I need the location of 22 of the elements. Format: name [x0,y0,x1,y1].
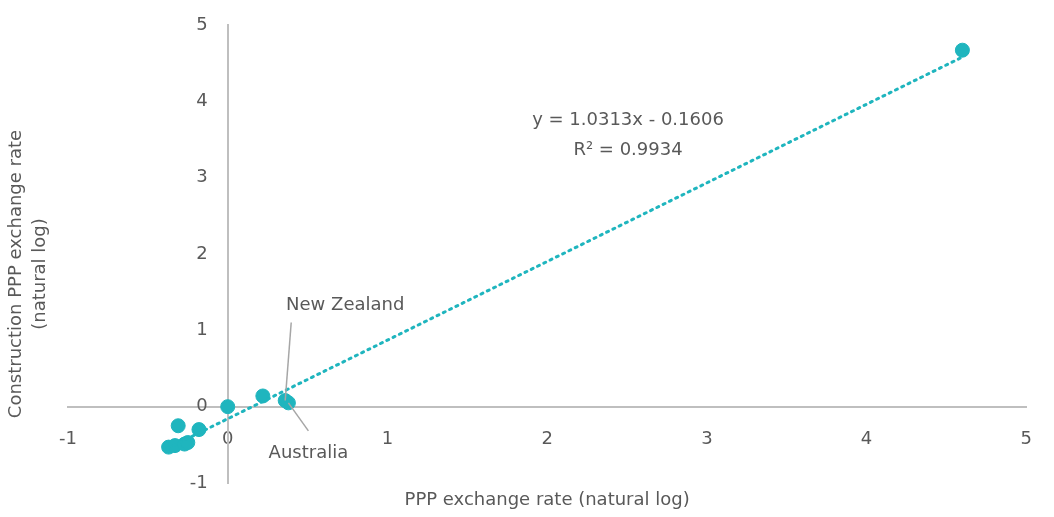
point [170,418,186,434]
y-tick-label: 2 [196,241,208,263]
y-tick-label: 3 [196,165,208,187]
x-axis-title: PPP exchange rate (natural log) [404,487,690,509]
annotation: New Zealand [286,293,405,315]
y-tick-label: 5 [196,12,208,34]
x-tick-label: -1 [59,427,77,449]
y-tick-label: -1 [189,470,208,492]
x-tick-label: 4 [860,427,873,449]
y-axis-title: Construction PPP exchange rate (natural log) [3,129,49,419]
y-tick-label: 1 [196,318,208,340]
point [954,42,970,58]
point [220,399,236,415]
y-tick-label: 4 [196,89,208,111]
x-tick-label: 2 [541,427,553,449]
x-tick-label: 5 [1020,427,1032,449]
annotation: R² = 0.9934 [573,137,683,159]
x-tick-label: 3 [701,427,713,449]
annotation: Australia [268,440,349,462]
x-tick-label: 1 [381,427,394,449]
y-tick-label: 0 [196,394,208,416]
annotation: y = 1.0313x - 0.1606 [532,107,724,129]
